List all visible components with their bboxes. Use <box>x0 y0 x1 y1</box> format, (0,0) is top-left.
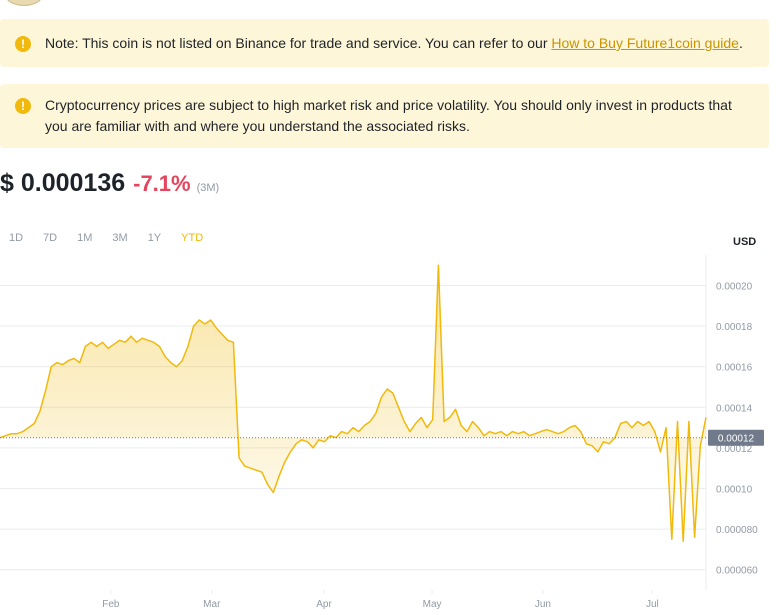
y-tick-label: 0.000060 <box>716 566 758 577</box>
tab-1y[interactable]: 1Y <box>147 232 162 244</box>
info-icon: ! <box>15 98 31 114</box>
price-change: -7.1% <box>133 171 191 196</box>
x-tick-label: Apr <box>316 599 332 610</box>
currency-label: USD <box>733 236 757 248</box>
price-line <box>0 264 707 543</box>
y-tick-label: 0.00012 <box>716 444 753 455</box>
x-tick-label: Jul <box>646 599 659 610</box>
listing-notice: ! Note: This coin is not listed on Binan… <box>0 19 769 67</box>
listing-notice-text: Note: This coin is not listed on Binance… <box>45 35 552 51</box>
x-tick-label: Mar <box>203 599 221 610</box>
price-area <box>0 265 706 542</box>
change-period: (3M) <box>196 182 220 194</box>
current-price-tag-label: 0.00012 <box>718 434 755 445</box>
tab-7d[interactable]: 7D <box>43 232 58 244</box>
y-tick-label: 0.000080 <box>716 525 758 536</box>
x-tick-label: May <box>423 599 442 610</box>
y-tick-label: 0.00014 <box>716 403 753 414</box>
how-to-buy-link[interactable]: How to Buy Future1coin guide <box>551 35 739 51</box>
current-price: $ 0.000136 <box>0 169 126 197</box>
tab-ytd[interactable]: YTD <box>181 232 204 244</box>
listing-notice-suffix: . <box>738 35 743 51</box>
risk-notice: ! Cryptocurrency prices are subject to h… <box>0 84 769 148</box>
range-tabs: 1D 7D 1M 3M 1Y YTD <box>9 232 223 244</box>
tab-1d[interactable]: 1D <box>9 232 24 244</box>
risk-notice-text: Cryptocurrency prices are subject to hig… <box>45 97 732 134</box>
y-tick-label: 0.00010 <box>716 484 753 495</box>
current-price-tag <box>708 429 764 446</box>
info-icon: ! <box>15 36 31 52</box>
y-tick-label: 0.00018 <box>716 322 753 333</box>
tab-3m[interactable]: 3M <box>112 232 128 244</box>
y-tick-label: 0.00016 <box>716 363 753 374</box>
y-tick-label: 0.00020 <box>716 281 753 292</box>
tab-1m[interactable]: 1M <box>77 232 93 244</box>
price-summary: $ 0.000136 -7.1% (3M) <box>0 169 219 205</box>
x-tick-label: Jun <box>535 599 551 610</box>
x-tick-label: Feb <box>102 599 120 610</box>
